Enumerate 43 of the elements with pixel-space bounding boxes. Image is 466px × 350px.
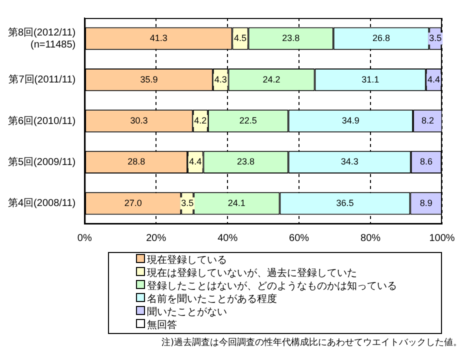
data-label: 30.3 — [130, 115, 148, 126]
data-label: 4.4 — [189, 156, 202, 167]
data-label: 8.9 — [420, 198, 432, 208]
data-label: 4.3 — [214, 74, 227, 84]
text: 注)過去調査は今回調査の性年代構成比にあわせてウエイトバックした値。 — [160, 336, 462, 349]
legend-label: 無回答 — [146, 319, 178, 332]
data-label: 3.5 — [429, 33, 442, 44]
data-label: 34.9 — [342, 115, 360, 126]
data-label: 23.8 — [237, 156, 255, 167]
x-tick-label: 80% — [360, 232, 381, 244]
data-label: 3.5 — [181, 198, 194, 208]
data-label: 35.9 — [140, 74, 158, 84]
data-label: 41.3 — [150, 33, 168, 44]
data-label: 34.3 — [340, 156, 358, 167]
y-tick-label: 第7回(2011/11) — [8, 74, 76, 86]
y-tick-label: 第4回(2008/11) — [8, 197, 76, 210]
x-tick-label: 40% — [218, 232, 238, 244]
x-tick-label: 60% — [289, 232, 310, 244]
y-tick-label: 第5回(2009/11) — [8, 156, 76, 168]
y-tick-label: 第6回(2010/11) — [8, 114, 76, 127]
x-tick-label: 0% — [77, 232, 92, 244]
y-tick-label: 第8回(2012/11) (n=11485) — [8, 26, 76, 50]
data-label: 4.5 — [234, 33, 247, 44]
data-label: 28.8 — [128, 156, 146, 167]
data-label: 22.5 — [239, 115, 257, 126]
data-label: 8.2 — [421, 115, 434, 126]
data-label: 4.4 — [428, 74, 440, 84]
legend-label: 登録したことはないが、どのようなものかは知っている — [146, 280, 398, 293]
legend-label: 現在は登録していないが、過去に登録していた — [146, 267, 358, 280]
data-label: 27.0 — [124, 198, 142, 208]
data-label: 23.8 — [282, 33, 300, 44]
data-label: 36.5 — [336, 198, 354, 208]
data-label: 26.8 — [372, 33, 390, 44]
x-tick-label: 100% — [429, 232, 455, 244]
data-label: 4.2 — [194, 115, 207, 126]
legend-label: 聞いたことがない — [146, 306, 228, 319]
data-label: 31.1 — [362, 74, 380, 84]
data-label: 8.6 — [420, 156, 433, 167]
data-label: 24.1 — [228, 198, 246, 208]
legend-label: 名前を聞いたことがある程度 — [146, 293, 278, 306]
x-tick-label: 20% — [146, 232, 166, 244]
data-label: 24.2 — [262, 74, 280, 84]
legend-label: 現在登録している — [146, 254, 228, 267]
